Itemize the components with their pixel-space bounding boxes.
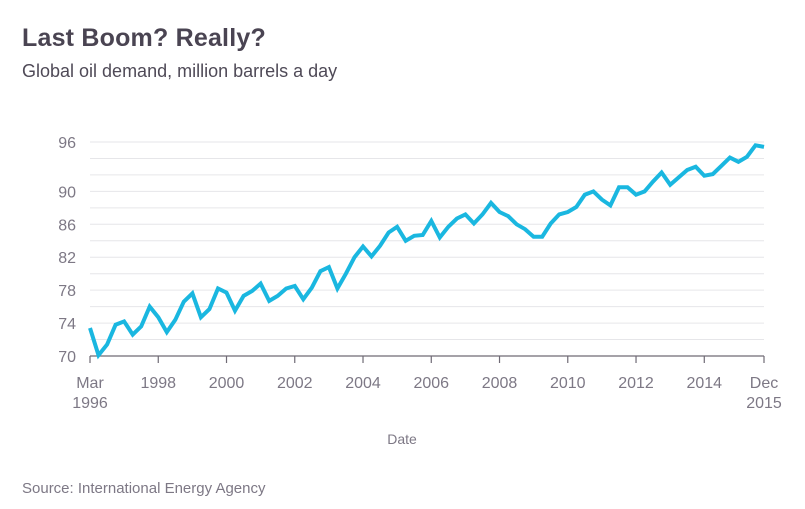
x-tick-label: 2004: [345, 375, 381, 392]
y-tick-label: 78: [58, 283, 76, 300]
y-tick-label: 96: [58, 135, 76, 152]
chart-subtitle: Global oil demand, million barrels a day: [22, 61, 338, 81]
x-tick-label: 2008: [482, 375, 518, 392]
x-tick-label-line: 2000: [209, 375, 245, 392]
x-tick-label-line: 2002: [277, 375, 313, 392]
x-tick-label-line: Dec: [750, 375, 778, 392]
x-tick-label: Mar 1996: [72, 375, 108, 412]
x-axis-title: Date: [387, 431, 417, 447]
x-tick-label-line: 2012: [618, 375, 654, 392]
x-tick-label-line: 2010: [550, 375, 586, 392]
chart-title: Last Boom? Really?: [22, 24, 266, 52]
x-tick-label: 2006: [413, 375, 449, 392]
x-tick-label-line: 2015: [746, 395, 782, 412]
x-tick-label: 2012: [618, 375, 654, 392]
y-tick-label: 70: [58, 349, 76, 366]
x-tick-label: 2002: [277, 375, 313, 392]
x-tick-label-line: 2014: [686, 375, 722, 392]
x-tick-label: 1998: [140, 375, 176, 392]
x-tick-label-line: 2006: [413, 375, 449, 392]
y-tick-label: 86: [58, 217, 76, 234]
x-tick-label: 2000: [209, 375, 245, 392]
y-axis-ticks: 70 74 78 82 86 90 96: [58, 135, 76, 366]
y-tick-label: 74: [58, 316, 76, 333]
x-tick-label-line: 2004: [345, 375, 381, 392]
x-tick-label: Dec 2015: [746, 375, 782, 412]
x-tick-label-line: Mar: [76, 375, 104, 392]
series-line-oil-demand: [88, 143, 765, 360]
source-note: Source: International Energy Agency: [22, 480, 266, 497]
x-tick-label: 2014: [686, 375, 722, 392]
y-tick-label: 82: [58, 250, 76, 267]
x-tick-label: 2010: [550, 375, 586, 392]
x-axis: Mar 1996 1998 2000 2002 2004 2006 2008 2010 2012 2…: [72, 355, 782, 412]
x-tick-label-line: 1996: [72, 395, 108, 412]
y-tick-label: 90: [58, 184, 76, 201]
x-tick-label-line: 2008: [482, 375, 518, 392]
gridlines: [90, 141, 764, 341]
x-tick-label-line: 1998: [140, 375, 176, 392]
series-layer: [88, 143, 765, 360]
